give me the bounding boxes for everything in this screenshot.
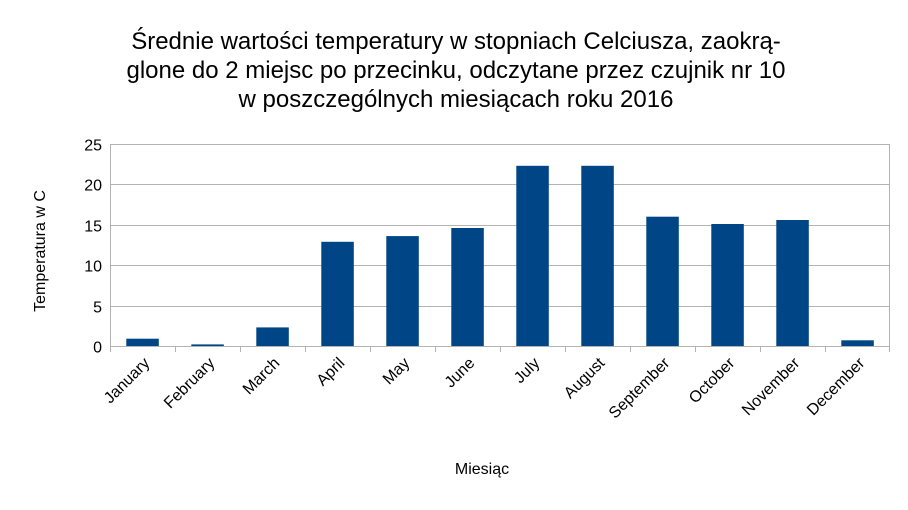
y-tick-label: 0 — [93, 340, 102, 357]
bar — [451, 228, 484, 346]
x-tick-labels: January February March April May June July Augu… — [101, 354, 869, 422]
chart-title-line-1: Średnie wartości temperatury w stopniach… — [131, 28, 781, 55]
y-axis-title: Temperatura w C — [32, 190, 49, 312]
bar — [841, 340, 874, 346]
bar — [711, 224, 744, 346]
y-tick-label: 20 — [84, 178, 102, 195]
x-axis-title: Miesiąc — [455, 461, 509, 478]
bar — [581, 165, 614, 346]
bar — [386, 236, 419, 346]
y-tick-label: 5 — [93, 300, 102, 317]
bar — [776, 220, 809, 346]
x-tick-label: September — [606, 354, 674, 422]
bar — [256, 327, 289, 346]
chart-title-line-2: glone do 2 miejsc po przecinku, odczytan… — [126, 57, 786, 84]
bar — [646, 216, 679, 346]
y-tick-labels: 0 5 10 15 20 25 — [84, 138, 102, 357]
bar — [126, 338, 159, 346]
x-tick-label: January — [101, 355, 153, 407]
x-tick-label: February — [161, 355, 218, 412]
x-tick-label: December — [804, 354, 869, 419]
x-tick-label: August — [561, 354, 609, 402]
x-tick-label: March — [240, 355, 283, 398]
bars — [126, 165, 874, 346]
chart-title-line-3: w poszczególnych miesiącach roku 2016 — [238, 86, 674, 113]
x-tick-label: June — [442, 355, 479, 392]
x-tick-label: November — [739, 354, 804, 419]
bar — [191, 344, 224, 346]
x-tick-label: May — [380, 355, 413, 388]
x-tick-label: October — [686, 354, 739, 407]
y-tick-label: 25 — [84, 138, 102, 155]
axes — [110, 144, 890, 352]
y-tick-label: 10 — [84, 259, 102, 276]
gridlines — [110, 144, 890, 347]
y-tick-label: 15 — [84, 219, 102, 236]
x-tick-label: April — [314, 355, 349, 390]
bar — [516, 165, 549, 346]
x-tick-label: July — [511, 355, 543, 387]
bar — [321, 241, 354, 346]
chart-title: Średnie wartości temperatury w stopniach… — [60, 27, 852, 114]
